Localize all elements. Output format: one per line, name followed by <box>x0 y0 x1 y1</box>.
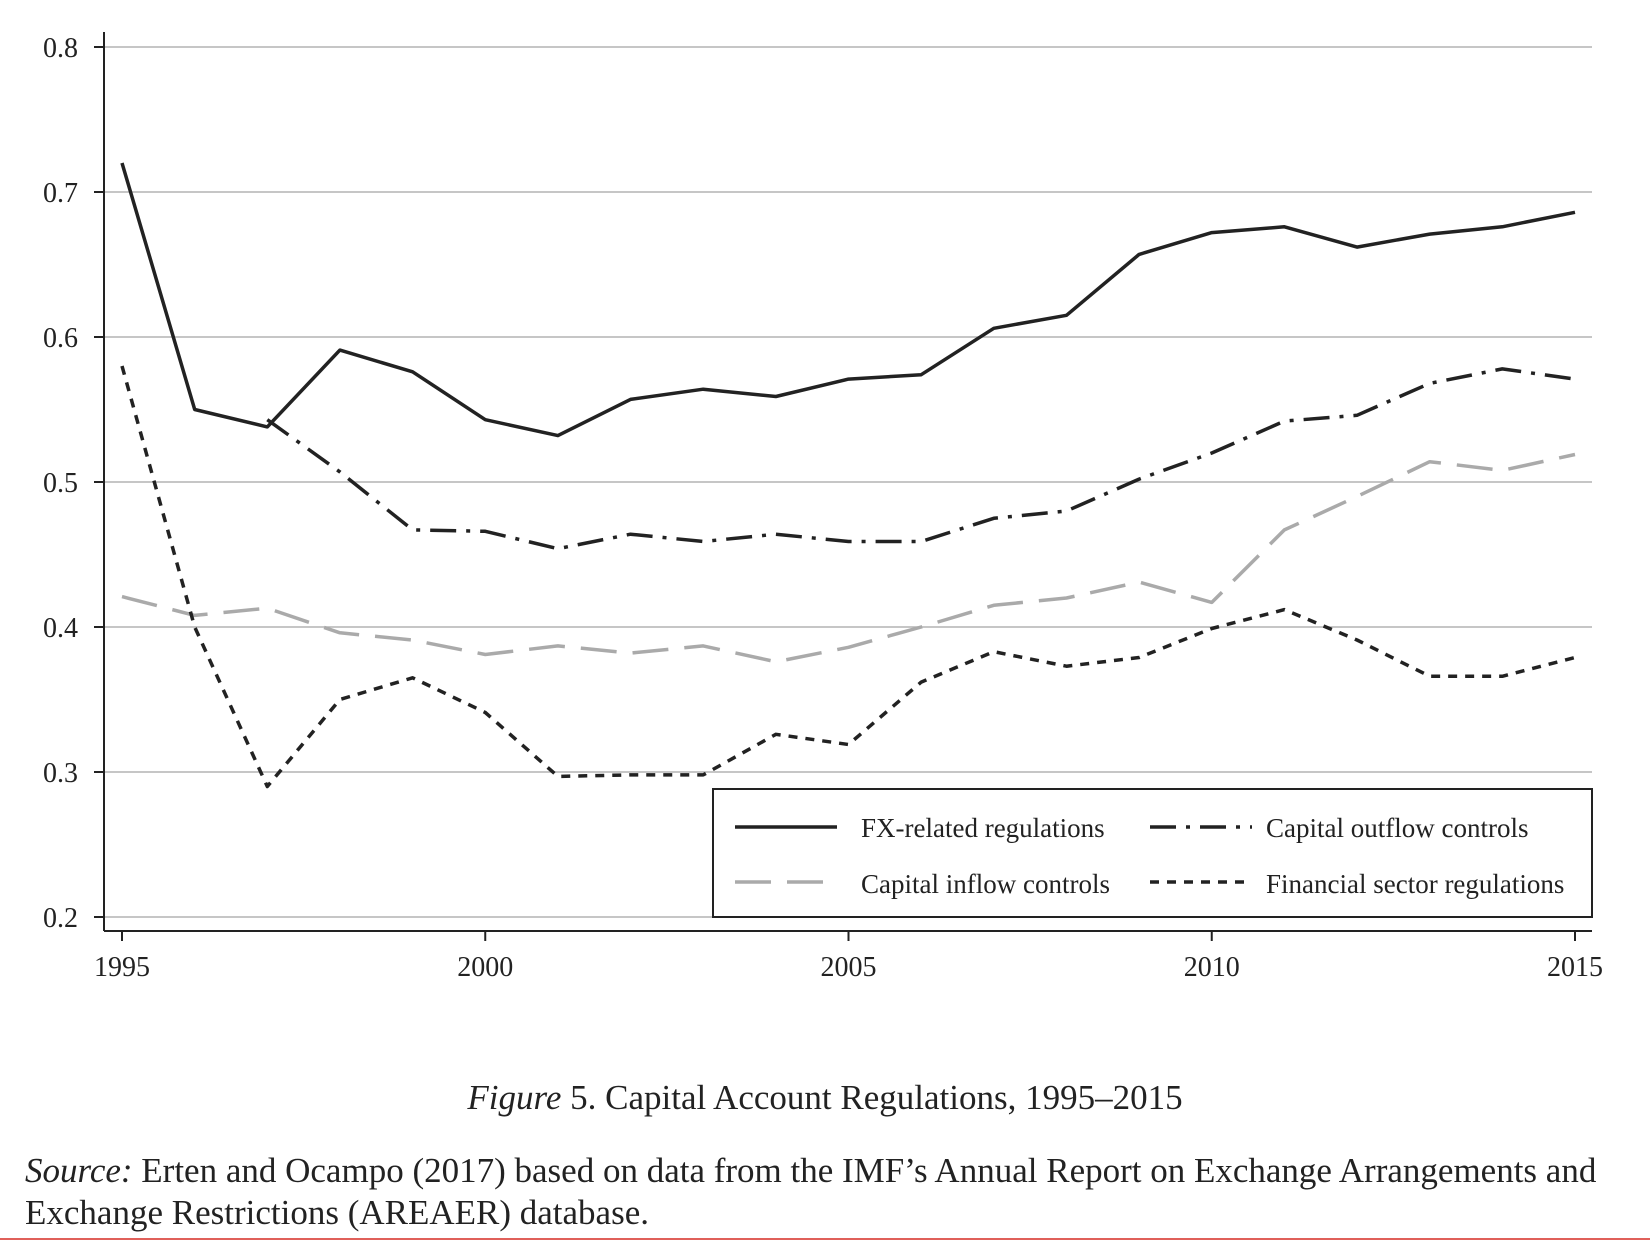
source-note-text: Erten and Ocampo (2017) based on data fr… <box>25 1151 1597 1232</box>
y-tick-label: 0.4 <box>43 613 78 644</box>
figure-caption-text: 5. Capital Account Regulations, 1995–201… <box>561 1078 1183 1117</box>
series-line-financial-sector-regulations <box>120 365 1576 789</box>
gridlines <box>104 46 1592 918</box>
x-tick-label: 1995 <box>94 952 150 983</box>
y-tick-label: 0.6 <box>43 323 78 354</box>
series-lines <box>120 162 1576 789</box>
y-tick-label: 0.3 <box>43 758 78 789</box>
series-line-capital-outflow-controls <box>266 367 1576 551</box>
series-line-capital-inflow-controls <box>121 452 1576 664</box>
legend: FX-related regulations Capital outflow c… <box>712 788 1593 918</box>
y-tick-label: 0.7 <box>43 178 78 209</box>
legend-label-fx-related: FX-related regulations <box>861 813 1105 843</box>
x-tick-label: 2005 <box>821 952 877 983</box>
legend-label-capital-inflow: Capital inflow controls <box>861 869 1110 899</box>
y-tick-label: 0.8 <box>43 33 78 64</box>
legend-label-capital-outflow: Capital outflow controls <box>1266 813 1528 843</box>
x-tick-label: 2010 <box>1184 952 1240 983</box>
x-tick-label: 2015 <box>1547 952 1603 983</box>
legend-box <box>712 788 1593 918</box>
figure-caption: Figure 5. Capital Account Regulations, 1… <box>0 1078 1650 1118</box>
source-note-label: Source: <box>25 1151 133 1190</box>
axes: 0.2 0.3 0.4 0.5 0.6 0.7 0.8 1995 2000 2005 2010 201… <box>43 32 1603 983</box>
line-chart: 0.2 0.3 0.4 0.5 0.6 0.7 0.8 1995 2000 2005 2010 201… <box>43 32 1603 983</box>
x-tick-label: 2000 <box>457 952 513 983</box>
series-line-fx-related-regulations <box>120 162 1576 438</box>
figure-caption-label: Figure <box>467 1078 562 1117</box>
legend-label-financial-sector: Financial sector regulations <box>1266 869 1564 899</box>
y-tick-label: 0.2 <box>43 903 78 934</box>
y-tick-label: 0.5 <box>43 468 78 499</box>
source-note: Source: Erten and Ocampo (2017) based on… <box>25 1150 1640 1234</box>
bottom-rule <box>0 1238 1650 1240</box>
